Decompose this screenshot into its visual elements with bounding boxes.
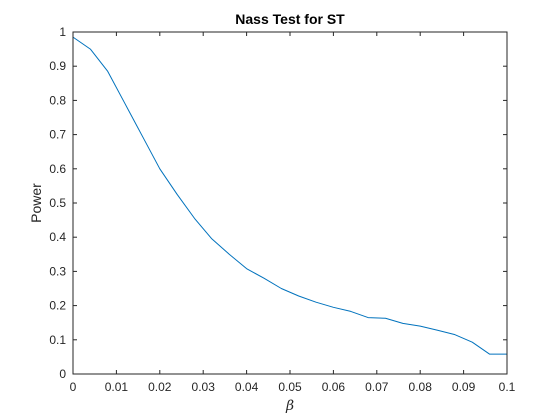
y-tick-label: 0.9 bbox=[49, 59, 66, 73]
y-tick-label: 0.1 bbox=[49, 333, 66, 347]
x-tick-label: 0.01 bbox=[105, 380, 129, 394]
x-tick-label: 0.05 bbox=[278, 380, 302, 394]
series-line-0 bbox=[72, 36, 507, 355]
y-tick-label: 0.2 bbox=[49, 299, 66, 313]
x-tick-label: 0.07 bbox=[365, 380, 389, 394]
x-tick-label: 0.03 bbox=[192, 380, 216, 394]
x-tick-label: 0.09 bbox=[452, 380, 476, 394]
x-tick-label: 0.02 bbox=[148, 380, 172, 394]
y-tick-label: 0.5 bbox=[49, 196, 66, 210]
series-layer bbox=[72, 36, 507, 355]
y-axis-label: Power bbox=[28, 183, 44, 223]
chart-title: Nass Test for ST bbox=[235, 11, 345, 27]
y-tick-label: 0.7 bbox=[49, 128, 66, 142]
x-tick-label: 0.06 bbox=[322, 380, 346, 394]
y-tick-label: 0.4 bbox=[49, 230, 66, 244]
y-tick-label: 0 bbox=[59, 367, 66, 381]
x-tick-label: 0.08 bbox=[409, 380, 433, 394]
x-tick-label: 0 bbox=[70, 380, 77, 394]
y-tick-label: 0.6 bbox=[49, 162, 66, 176]
x-axis-label: β bbox=[285, 398, 294, 414]
y-tick-label: 0.8 bbox=[49, 93, 66, 107]
plot-area bbox=[73, 32, 507, 374]
x-tick-label: 0.1 bbox=[499, 380, 516, 394]
y-tick-label: 0.3 bbox=[49, 264, 66, 278]
y-tick-label: 1 bbox=[59, 25, 66, 39]
x-tick-label: 0.04 bbox=[235, 380, 259, 394]
axes-layer: 0 0.01 0.02 0.03 0.04 0.05 0.06 0.07 0.08 0.09 0.1… bbox=[49, 25, 515, 394]
